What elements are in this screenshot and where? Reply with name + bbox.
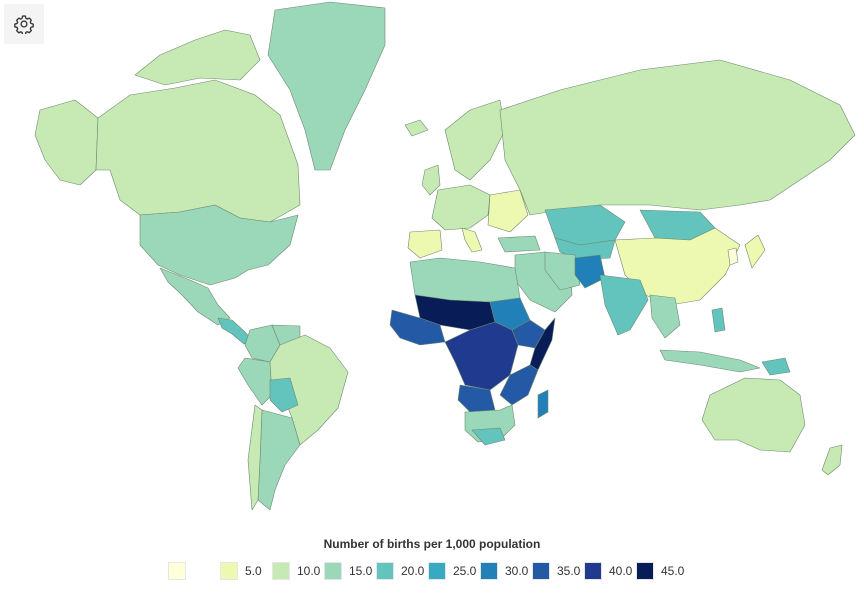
legend-swatch — [532, 562, 550, 580]
region-uk[interactable] — [421, 164, 441, 196]
legend-label: 5.0 — [245, 564, 262, 578]
region-italy[interactable] — [461, 227, 483, 253]
region-west-africa[interactable] — [389, 309, 446, 346]
legend-label: 25.0 — [453, 564, 477, 578]
legend-item[interactable]: 40.0 — [584, 561, 632, 581]
legend-item[interactable]: 10.0 — [272, 561, 320, 581]
region-central-africa[interactable] — [444, 321, 519, 391]
region-afghanistan[interactable] — [574, 254, 606, 289]
legend-swatch — [480, 562, 498, 580]
legend-item[interactable]: 5.0 — [220, 561, 262, 581]
legend-item[interactable]: 15.0 — [324, 561, 372, 581]
legend-label: 30.0 — [505, 564, 529, 578]
legend-item[interactable]: 30.0 — [480, 561, 528, 581]
region-east-africa[interactable] — [499, 364, 539, 406]
region-canada-arctic[interactable] — [134, 29, 261, 86]
region-philippines[interactable] — [711, 307, 726, 333]
region-south-africa[interactable] — [471, 427, 506, 446]
region-western-europe[interactable] — [431, 184, 491, 231]
settings-button[interactable] — [4, 4, 44, 44]
region-japan[interactable] — [744, 234, 766, 269]
region-argentina[interactable] — [257, 409, 301, 511]
world-map[interactable] — [0, 0, 864, 530]
legend-label: 45.0 — [661, 564, 685, 578]
region-new-zealand[interactable] — [821, 444, 843, 476]
legend-swatch — [168, 562, 186, 580]
legend-item[interactable]: 35.0 — [532, 561, 580, 581]
legend-item[interactable]: 45.0 — [636, 561, 684, 581]
legend-swatch — [376, 562, 394, 580]
legend-title: Number of births per 1,000 population — [323, 537, 541, 551]
legend-item[interactable]: 20.0 — [376, 561, 424, 581]
region-india[interactable] — [599, 274, 649, 336]
region-north-africa[interactable] — [409, 257, 521, 303]
region-southeast-asia[interactable] — [649, 294, 681, 339]
region-scandinavia[interactable] — [444, 99, 506, 181]
legend-label: 35.0 — [557, 564, 581, 578]
region-chile[interactable] — [247, 404, 263, 511]
region-usa[interactable] — [139, 204, 299, 286]
legend-swatch — [428, 562, 446, 580]
legend-label: 10.0 — [297, 564, 321, 578]
legend-label: 15.0 — [349, 564, 373, 578]
region-peru[interactable] — [237, 357, 273, 406]
region-korea[interactable] — [727, 247, 739, 266]
legend-label: 20.0 — [401, 564, 425, 578]
legend-swatch — [584, 562, 602, 580]
region-greenland[interactable] — [267, 1, 386, 171]
region-turkey[interactable] — [497, 235, 541, 253]
legend-swatch — [272, 562, 290, 580]
region-canada[interactable] — [95, 79, 301, 223]
legend-item[interactable]: 25.0 — [428, 561, 476, 581]
region-bolivia[interactable] — [269, 377, 299, 413]
region-indonesia[interactable] — [659, 349, 761, 373]
region-iran[interactable] — [544, 251, 581, 291]
legend-swatch — [324, 562, 342, 580]
legend-swatch — [636, 562, 654, 580]
region-russia[interactable] — [499, 59, 856, 216]
region-australia[interactable] — [701, 377, 806, 453]
region-iberia[interactable] — [407, 229, 443, 259]
legend-swatch — [220, 562, 238, 580]
region-iceland[interactable] — [404, 119, 429, 137]
region-eastern-europe[interactable] — [487, 189, 529, 233]
legend-label: 40.0 — [609, 564, 633, 578]
region-papua-new-guinea[interactable] — [761, 357, 791, 376]
region-alaska[interactable] — [34, 99, 99, 186]
region-madagascar[interactable] — [537, 389, 549, 419]
gear-icon — [14, 15, 34, 34]
legend-item[interactable] — [168, 561, 186, 581]
